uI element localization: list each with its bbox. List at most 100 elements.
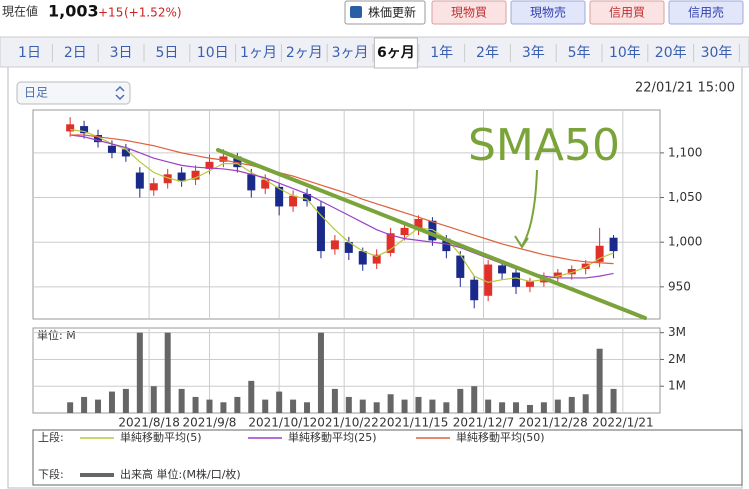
interval-label[interactable]: 日足	[24, 86, 48, 100]
trade-button-label[interactable]: 信用買	[609, 6, 645, 20]
y-tick-label: 1,050	[668, 190, 702, 204]
volume-bar	[526, 404, 533, 413]
candle-body	[149, 183, 158, 191]
volume-bar	[136, 332, 143, 413]
x-tick-label: 2021/12/28	[519, 416, 588, 430]
legend-label: 出来高 単位:(M株/口/枚)	[120, 467, 241, 481]
tab-label[interactable]: 1年	[430, 45, 453, 61]
candle-body	[275, 186, 284, 207]
x-tick-label: 2021/10/22	[310, 416, 379, 430]
candle-body	[289, 195, 298, 207]
tab-label[interactable]: 30年	[701, 45, 733, 61]
trade-button[interactable]	[431, 0, 507, 25]
annotation-arrow	[514, 169, 538, 249]
tab[interactable]	[53, 38, 97, 66]
candle-body	[372, 254, 381, 264]
tab-label[interactable]: 5日	[155, 45, 178, 61]
volume-bar	[290, 399, 297, 413]
tab-label[interactable]: 10年	[609, 45, 641, 61]
candle-body	[344, 242, 353, 253]
trade-button-label[interactable]: 信用売	[688, 5, 724, 20]
tab-label[interactable]: 1日	[18, 45, 41, 61]
tab[interactable]	[557, 38, 601, 66]
trade-button[interactable]	[589, 0, 665, 25]
candle-body	[303, 193, 312, 202]
volume-bar	[178, 388, 185, 413]
volume-bar	[164, 332, 171, 413]
volume-bar	[95, 399, 102, 413]
volume-bar	[610, 388, 617, 413]
tab-label[interactable]: 2日	[64, 45, 87, 61]
tab[interactable]	[466, 38, 509, 66]
refresh-button[interactable]	[344, 0, 426, 25]
legend-upper-label: 上段:	[38, 430, 64, 444]
tab[interactable]	[282, 38, 326, 66]
x-tick-label: 2021/9/8	[183, 416, 237, 430]
trade-button[interactable]	[510, 0, 586, 25]
tab[interactable]	[511, 38, 555, 66]
candle-body	[595, 245, 604, 262]
volume-bar	[150, 386, 157, 413]
trade-button-label[interactable]: 現物売	[530, 5, 566, 20]
moving-average-line	[70, 129, 614, 284]
volume-bar	[443, 402, 450, 413]
tab[interactable]	[373, 37, 418, 69]
tab[interactable]	[237, 38, 280, 66]
legend-label: 単純移動平均(25)	[288, 430, 377, 444]
tab[interactable]	[695, 38, 738, 66]
x-tick-label: 2021/8/18	[118, 416, 180, 430]
volume-bar	[540, 402, 547, 413]
tab-label[interactable]: 3日	[110, 45, 133, 61]
tab-label[interactable]: 10日	[197, 45, 229, 61]
tab-label[interactable]: 6ヶ月	[377, 45, 415, 61]
tab[interactable]	[145, 38, 189, 66]
tab[interactable]	[8, 38, 51, 66]
tab[interactable]	[99, 38, 143, 66]
price-change: +15	[98, 6, 123, 20]
tab-label[interactable]: 3ヶ月	[332, 45, 369, 61]
trade-button[interactable]	[668, 0, 744, 25]
tab[interactable]	[649, 38, 693, 66]
interval-select[interactable]	[16, 81, 131, 105]
candle-body	[498, 265, 507, 274]
tab-label[interactable]: 5年	[568, 45, 591, 61]
y-tick-label: 2M	[668, 352, 686, 366]
refresh-label[interactable]: 株価更新	[368, 5, 416, 20]
tab-label[interactable]: 2年	[476, 45, 499, 61]
tab-label[interactable]: 20年	[655, 45, 687, 61]
tab[interactable]	[328, 38, 372, 66]
candle-body	[414, 218, 423, 230]
candle-body	[553, 272, 562, 278]
tab[interactable]	[191, 38, 235, 66]
y-tick-label: 1M	[668, 379, 686, 393]
candle-body	[358, 251, 367, 265]
candle-body	[525, 281, 534, 287]
volume-bar	[401, 399, 408, 413]
trade-button-label[interactable]: 現物買	[451, 6, 487, 20]
volume-bar	[220, 402, 227, 413]
trend-line	[216, 148, 647, 320]
tab[interactable]	[420, 38, 464, 66]
x-tick-label: 2021/10/1	[248, 416, 310, 430]
volume-bar	[331, 388, 338, 413]
volume-bar	[206, 399, 213, 413]
price: 1,003	[48, 2, 99, 21]
volume-bar	[387, 394, 394, 413]
candle-body	[400, 227, 409, 236]
x-tick-label: 2022/1/21	[592, 416, 654, 430]
legend-box	[32, 429, 743, 486]
price-label: 現在値	[2, 4, 38, 19]
volume-bar	[596, 348, 603, 413]
candle-body	[219, 156, 228, 162]
tab-label[interactable]: 3年	[522, 45, 545, 61]
volume-unit: 単位: M	[37, 328, 76, 342]
volume-bar	[582, 394, 589, 413]
volume-bar	[471, 386, 478, 413]
candle-body	[316, 206, 325, 252]
candle-body	[247, 174, 256, 191]
tab-label[interactable]: 2ヶ月	[286, 45, 323, 61]
tab[interactable]	[603, 38, 647, 66]
y-tick-label: 3M	[668, 325, 686, 339]
tab-label[interactable]: 1ヶ月	[240, 45, 277, 61]
